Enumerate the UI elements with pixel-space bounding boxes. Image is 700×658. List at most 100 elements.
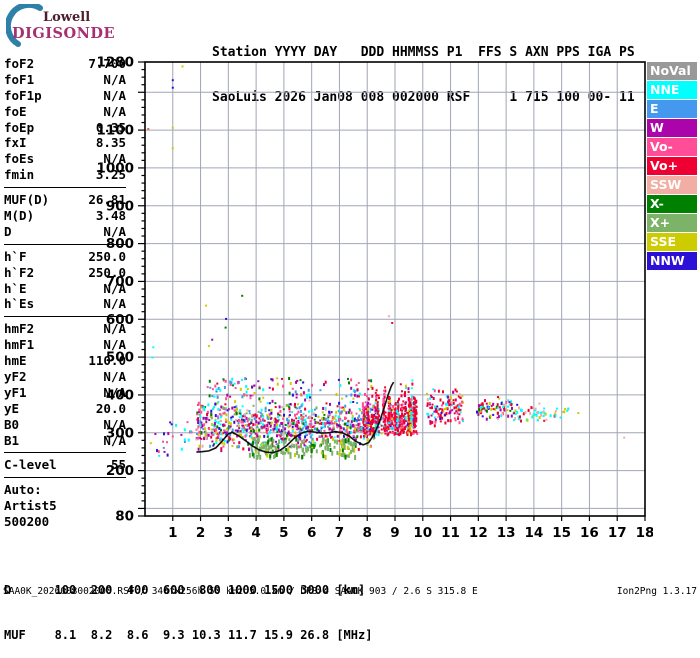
svg-text:5: 5 <box>279 525 288 541</box>
param-value: N/A <box>103 87 126 103</box>
param-label: yF2 <box>4 369 27 385</box>
param-value: N/A <box>103 296 126 312</box>
param-label: foF1p <box>4 87 42 103</box>
d-row: D 100 200 400 600 800 1000 1500 3000 [km… <box>4 583 366 597</box>
legend-item-nne: NNE <box>647 81 697 99</box>
param-row-md: M(D) 3.48 <box>4 208 126 224</box>
param-label: D <box>4 223 12 239</box>
d-muf-table: D 100 200 400 600 800 1000 1500 3000 [km… <box>4 553 372 658</box>
legend-item-nnw: NNW <box>647 252 697 270</box>
param-value: 7.700 <box>88 56 126 71</box>
param-group-divider <box>4 452 126 454</box>
station-header-values: SaoLuis 2026 Jan08 008 002000 RSF 1 715 … <box>212 90 635 105</box>
param-value: N/A <box>103 369 126 385</box>
svg-text:15: 15 <box>552 525 571 541</box>
param-label: fmin <box>4 167 35 183</box>
param-row-foep: foEp 0.35 <box>4 120 126 136</box>
svg-text:1280: 1280 <box>98 55 134 71</box>
svg-text:10: 10 <box>413 525 432 541</box>
param-label: yF1 <box>4 384 27 400</box>
legend-item-vo: Vo- <box>647 138 697 156</box>
svg-text:900: 900 <box>106 198 134 214</box>
param-row-fof1: foF1 N/A <box>4 72 126 88</box>
param-value: N/A <box>103 151 126 167</box>
param-label: foEp <box>4 119 35 135</box>
lowell-digisonde-logo: Lowell DIGISONDE <box>4 1 116 48</box>
axis-ticks <box>138 61 646 521</box>
param-row-he: h`E N/A <box>4 281 126 297</box>
param-value: 20.0 <box>95 400 126 416</box>
param-row-b0: B0 N/A <box>4 417 126 433</box>
ionogram-chart: 1280 1100 1000 900 800 700 600 500 400 300 200 80 1 2… <box>96 48 654 556</box>
muf-row: MUF 8.1 8.2 8.6 9.3 10.3 11.7 15.9 26.8 … <box>4 628 373 642</box>
hf-trace <box>196 381 395 454</box>
svg-text:800: 800 <box>106 236 134 252</box>
svg-text:6: 6 <box>307 525 316 541</box>
param-label: yE <box>4 400 20 416</box>
param-label: h`F2 <box>4 264 35 280</box>
param-row-foe: foE N/A <box>4 104 126 120</box>
param-label: C-level <box>4 457 57 473</box>
param-group-divider <box>4 316 126 318</box>
param-value: 3.25 <box>95 167 126 183</box>
param-value: N/A <box>103 337 126 353</box>
param-row-fxi: fxI 8.35 <box>4 135 126 151</box>
param-label: foF1 <box>4 71 35 87</box>
gridlines <box>145 62 646 516</box>
param-value: N/A <box>103 223 126 239</box>
param-label: B1 <box>4 432 20 448</box>
param-label: fxI <box>4 135 27 151</box>
svg-text:7: 7 <box>335 525 344 541</box>
svg-text:17: 17 <box>608 525 627 541</box>
param-value: N/A <box>103 321 126 337</box>
param-row-hme: hmE 110.0 <box>4 353 126 369</box>
param-row-b1: B1 N/A <box>4 433 126 449</box>
svg-text:300: 300 <box>106 425 134 441</box>
param-label: MUF(D) <box>4 192 50 208</box>
param-value: 3.48 <box>95 208 126 224</box>
param-label: M(D) <box>4 208 35 224</box>
param-text: Artist5 <box>4 498 57 514</box>
station-header: Station YYYY DAY DDD HHMMSS P1 FFS S AXN… <box>212 15 635 120</box>
ion2png-version: Ion2Png 1.3.17 <box>616 586 697 597</box>
legend-item-noval: NoVal <box>647 62 697 80</box>
parameters-panel: foF2 7.700 foF1 N/A foF1p N/A foE N/A foEp 0.35 fx… <box>4 56 126 530</box>
svg-text:12: 12 <box>469 525 488 541</box>
direction-legend: NoVal NNE E W Vo- Vo+ SSW X- X+ SSE NNW <box>647 62 697 271</box>
param-value: 0.35 <box>95 119 126 135</box>
param-label: hmE <box>4 353 27 369</box>
svg-text:16: 16 <box>580 525 599 541</box>
legend-item-ssw: SSW <box>647 176 697 194</box>
param-row-fof1p: foF1p N/A <box>4 88 126 104</box>
svg-text:13: 13 <box>497 525 516 541</box>
svg-text:18: 18 <box>636 525 653 541</box>
param-label: h`Es <box>4 296 35 312</box>
param-value: 110.0 <box>88 353 126 369</box>
legend-item-x: X+ <box>647 214 697 232</box>
svg-text:600: 600 <box>106 312 134 328</box>
param-label: hmF2 <box>4 321 35 337</box>
param-value: N/A <box>103 384 126 400</box>
param-group-divider <box>4 187 126 189</box>
param-value: N/A <box>103 432 126 448</box>
logo-crescent-icon: Lowell DIGISONDE <box>4 1 115 47</box>
param-row-fmin: fmin 3.25 <box>4 167 126 183</box>
param-group-divider <box>4 477 126 479</box>
param-row-yf1: yF1 N/A <box>4 385 126 401</box>
param-label: h`F <box>4 248 27 264</box>
param-row-hf2: h`F2 250.0 <box>4 265 126 281</box>
svg-text:1100: 1100 <box>98 123 134 139</box>
svg-text:2: 2 <box>196 525 205 541</box>
param-value: N/A <box>103 71 126 87</box>
svg-text:80: 80 <box>115 509 134 525</box>
param-text: Auto: <box>4 482 42 498</box>
svg-text:4: 4 <box>251 525 260 541</box>
svg-text:1: 1 <box>168 525 177 541</box>
param-text: 500200 <box>4 514 50 530</box>
param-value: N/A <box>103 103 126 119</box>
param-row-foes: foEs N/A <box>4 151 126 167</box>
svg-text:200: 200 <box>106 463 134 479</box>
param-row-d: D N/A <box>4 224 126 240</box>
